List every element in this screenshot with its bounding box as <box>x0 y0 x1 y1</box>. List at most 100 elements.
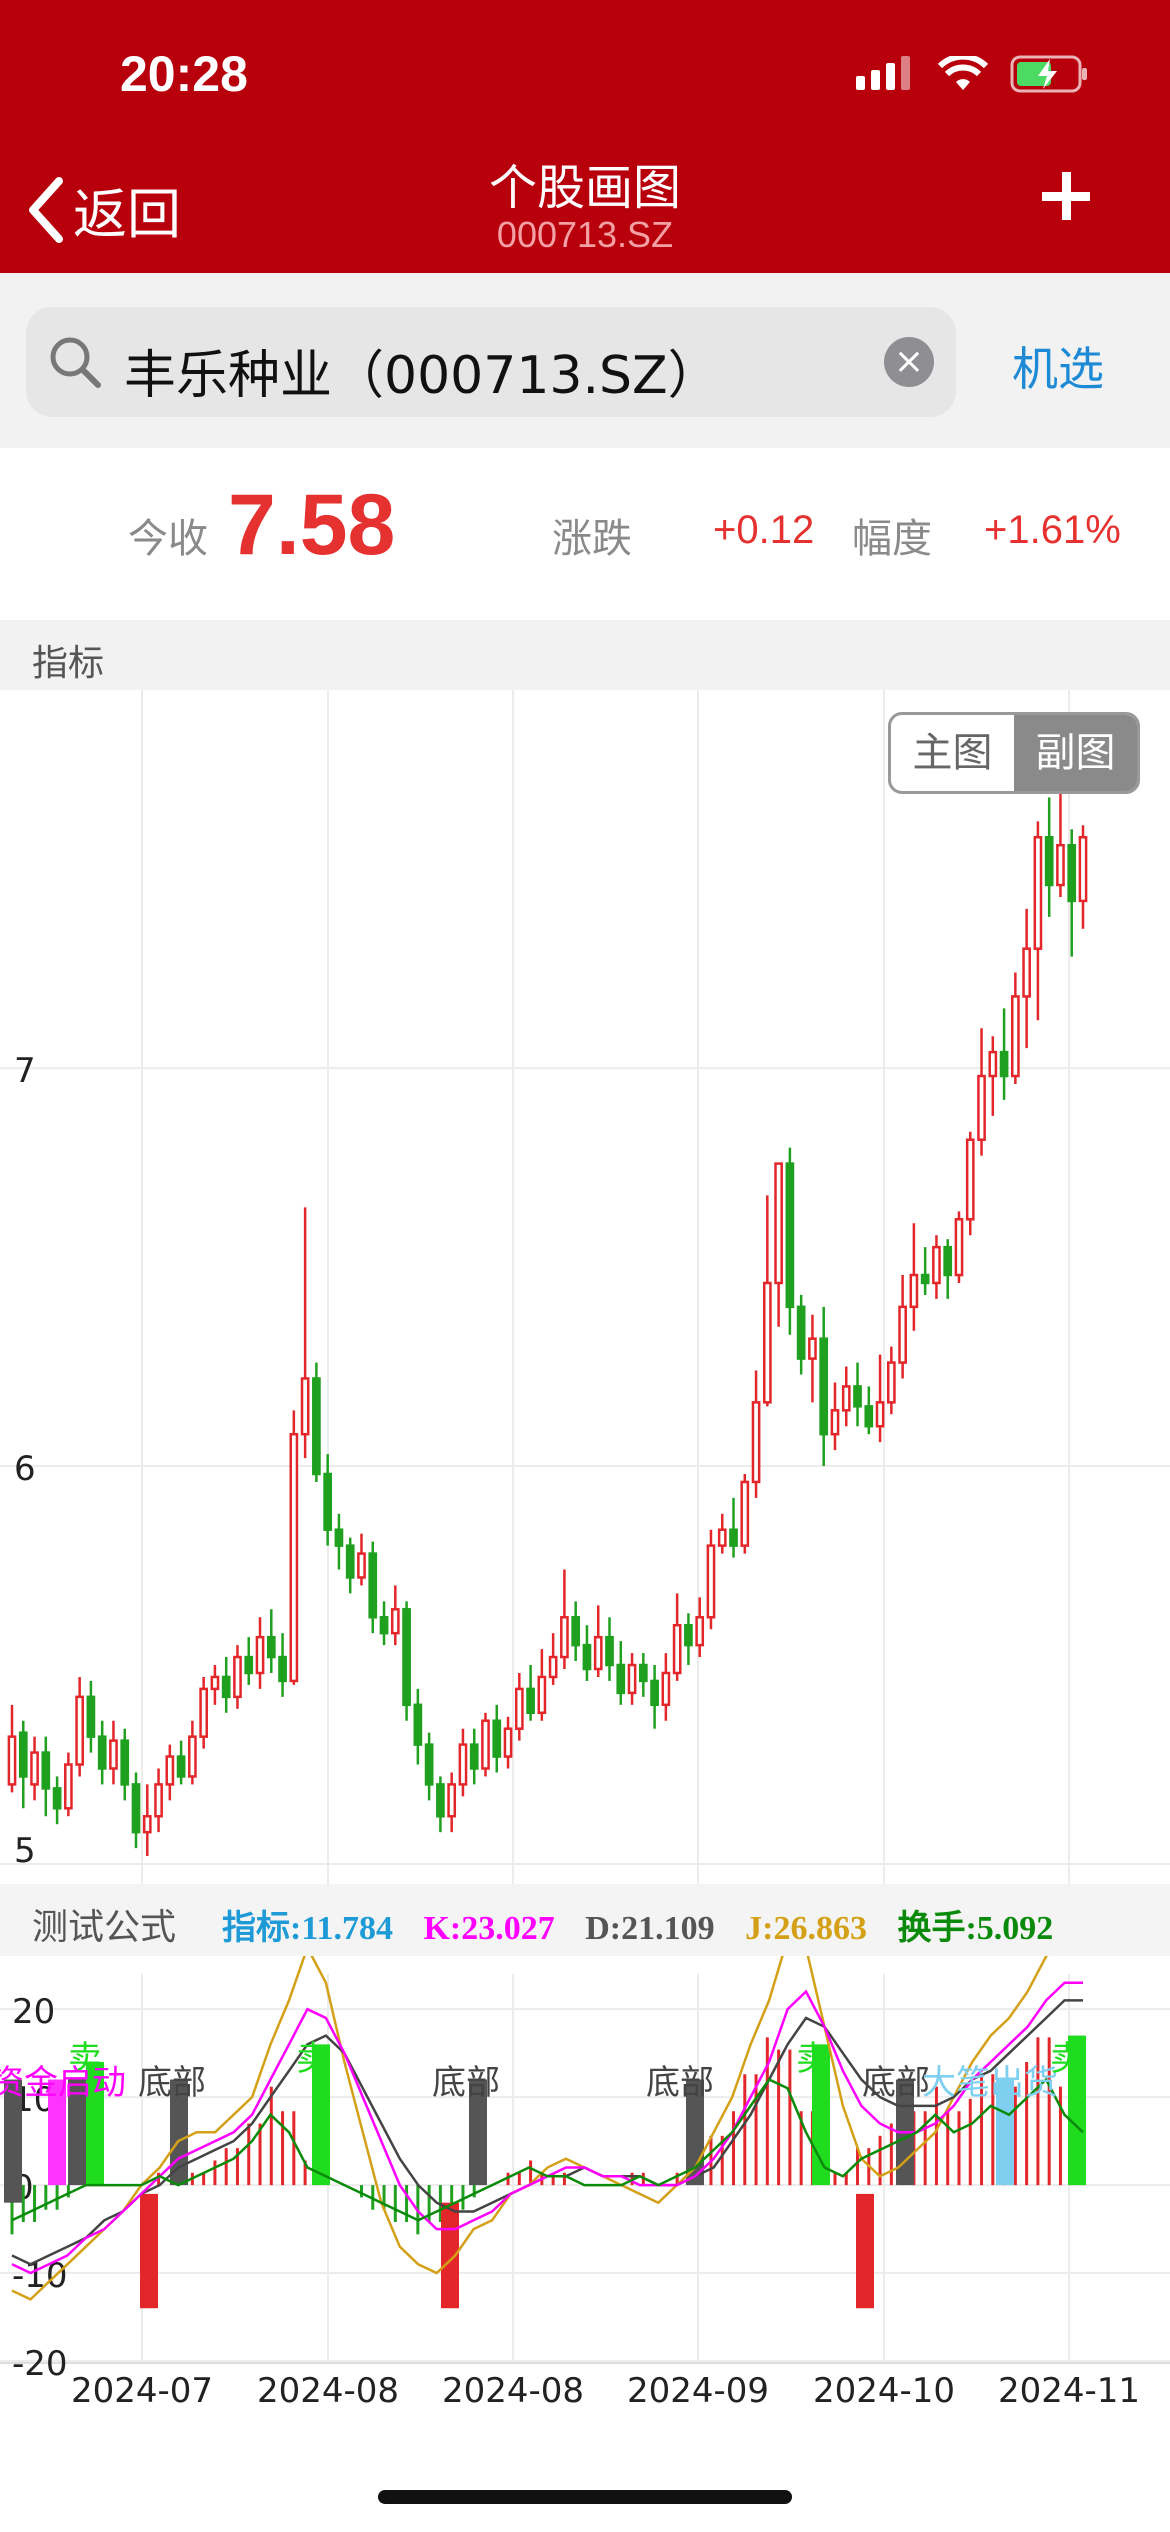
candle-body <box>898 1305 907 1364</box>
candle-body <box>345 1544 355 1579</box>
candle-body <box>762 1281 772 1404</box>
x-tick-label: 2024-09 <box>627 2371 769 2411</box>
candle-body <box>199 1687 209 1738</box>
indicator-title: 测试公式 <box>32 1907 177 1948</box>
candle-body <box>864 1405 874 1428</box>
candle-body <box>774 1162 783 1285</box>
signal-label: 底部 <box>432 2063 500 2103</box>
quote-summary: 今收 7.58 涨跌 +0.12 幅度 +1.61% <box>0 448 1170 620</box>
signal-label: 大笔出货 <box>922 2063 1058 2103</box>
candle-body <box>729 1528 738 1547</box>
y-tick-label: 5 <box>14 1831 36 1871</box>
candle-body <box>830 1409 840 1436</box>
machine-select-button[interactable]: 机选 <box>1012 342 1104 396</box>
indicator-values: 指标:11.784 K:23.027 D:21.109 J:26.863 换手:… <box>222 1900 1075 1949</box>
candle-body <box>458 1743 468 1786</box>
candle-body <box>954 1218 964 1277</box>
j-value: J:26.863 <box>745 1910 867 1947</box>
indicator-value: 指标:11.784 <box>222 1910 393 1947</box>
candle-body <box>650 1679 659 1707</box>
y-tick-label: 7 <box>14 1051 36 1091</box>
search-input[interactable]: 丰乐种业（000713.SZ） × <box>26 307 956 417</box>
tab-sub-chart[interactable]: 副图 <box>1014 715 1137 791</box>
wifi-icon <box>938 56 988 90</box>
candle-body <box>943 1245 953 1277</box>
clear-icon[interactable]: × <box>884 337 934 387</box>
candle-body <box>300 1377 310 1436</box>
candle-body <box>548 1655 558 1679</box>
candle-body <box>109 1739 118 1770</box>
candle-body <box>751 1401 761 1484</box>
candle-body <box>413 1703 423 1746</box>
x-tick-label: 2024-08 <box>257 2371 399 2411</box>
add-button[interactable] <box>1042 172 1090 220</box>
candle-body <box>1067 843 1077 903</box>
candle-body <box>289 1432 299 1683</box>
indicator-header: 测试公式 指标:11.784 K:23.027 D:21.109 J:26.86… <box>0 1884 1170 1956</box>
candle-body <box>312 1377 321 1476</box>
y-tick-label: -20 <box>12 2344 68 2384</box>
candle-body <box>582 1643 592 1671</box>
signal-block <box>170 2079 188 2186</box>
indicator-chart[interactable]: 20100-10-20卖资金启动底部卖底部底部卖底部大笔出货卖2024-0720… <box>0 1956 1170 2420</box>
j-line <box>11 1956 1049 2301</box>
back-button[interactable]: 返回 <box>25 170 181 249</box>
candle-body <box>740 1480 750 1547</box>
candle-body <box>481 1719 490 1770</box>
candle-body <box>18 1731 28 1778</box>
chevron-left-icon <box>29 176 63 243</box>
candle-body <box>1033 835 1043 950</box>
signal-block <box>469 2079 487 2186</box>
candle-body <box>1011 995 1020 1078</box>
candle-body <box>672 1623 682 1675</box>
candle-body <box>436 1783 445 1818</box>
signal-icon <box>856 56 910 90</box>
k-value: K:23.027 <box>423 1910 555 1947</box>
signal-label: 卖 <box>68 2039 102 2079</box>
candle-body <box>131 1783 141 1834</box>
tab-main-chart[interactable]: 主图 <box>912 730 993 776</box>
candle-body <box>165 1755 175 1786</box>
signal-block <box>140 2193 158 2309</box>
status-icons <box>856 55 1090 93</box>
candle-body <box>176 1755 186 1778</box>
signal-label: 底部 <box>862 2063 930 2103</box>
candle-body <box>853 1385 862 1408</box>
candle-body <box>717 1528 727 1547</box>
close-price: 7.58 <box>228 477 396 573</box>
candle-body <box>41 1751 51 1790</box>
candle-body <box>52 1787 62 1810</box>
x-tick-label: 2024-10 <box>813 2371 955 2411</box>
candlestick-chart[interactable]: 7 6 5 <box>0 690 1170 1884</box>
candle-body <box>616 1663 626 1695</box>
candle-body <box>695 1616 705 1647</box>
candle-body <box>390 1608 400 1635</box>
indicator-line <box>11 2077 1084 2222</box>
signal-block <box>312 2044 330 2186</box>
chart-toggle[interactable]: 主图 副图 <box>888 712 1140 794</box>
candle-body <box>1044 835 1054 887</box>
status-time: 20:28 <box>120 46 248 102</box>
section-header: 指标 <box>0 620 1170 690</box>
candle-body <box>560 1616 569 1659</box>
candle-body <box>469 1743 479 1770</box>
candle-body <box>526 1687 535 1715</box>
candle-body <box>357 1552 366 1579</box>
candle-body <box>7 1735 17 1786</box>
page-title: 个股画图 <box>488 160 681 216</box>
signal-block <box>1068 2035 1086 2186</box>
candle-body <box>605 1635 614 1667</box>
candle-body <box>684 1623 693 1647</box>
candle-body <box>841 1385 851 1412</box>
candle-body <box>86 1695 96 1738</box>
candle-body <box>1078 835 1088 903</box>
signal-block <box>48 2079 66 2186</box>
x-tick-label: 2024-11 <box>998 2371 1140 2411</box>
d-value: D:21.109 <box>585 1910 715 1947</box>
signal-label: 卖 <box>1050 2039 1084 2079</box>
candle-body <box>988 1050 998 1078</box>
y-tick-label: 20 <box>12 1992 55 2032</box>
candle-body <box>808 1337 817 1360</box>
candle-body <box>402 1608 411 1707</box>
candle-body <box>886 1361 896 1404</box>
